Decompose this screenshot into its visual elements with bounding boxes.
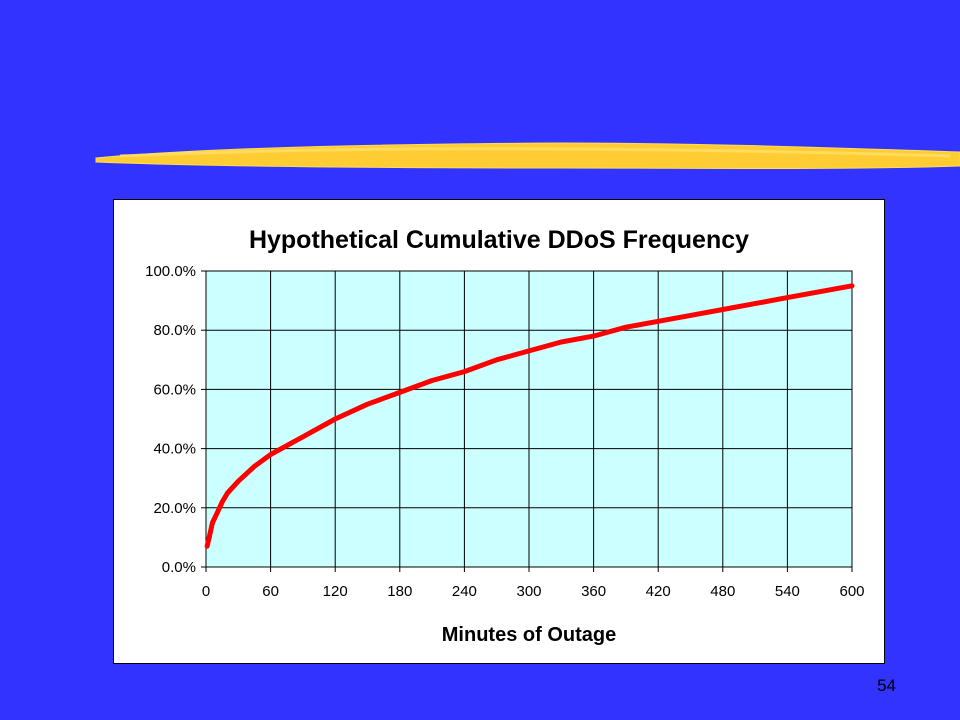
y-tick-label: 80.0% xyxy=(153,322,196,339)
x-axis-label: Minutes of Outage xyxy=(442,624,616,646)
y-tick-label: 40.0% xyxy=(153,441,196,458)
y-tick-label: 0.0% xyxy=(162,559,196,576)
y-tick-label: 60.0% xyxy=(153,381,196,398)
y-tick-label: 100.0% xyxy=(145,263,196,280)
chart-panel: 0.0% 20.0% 40.0% 60.0% 80.0% 100.0% 0 60 120 180… xyxy=(113,199,885,664)
x-tick-label: 0 xyxy=(202,583,210,600)
chart-title: Hypothetical Cumulative DDoS Frequency xyxy=(249,226,749,254)
brush-stroke-highlight xyxy=(119,147,951,158)
x-tick-label: 360 xyxy=(581,583,606,600)
brush-stroke xyxy=(95,142,960,169)
x-tick-label: 540 xyxy=(775,583,800,600)
y-tick-label: 20.0% xyxy=(153,500,196,517)
x-tick-label: 480 xyxy=(710,583,735,600)
x-tick-label: 600 xyxy=(839,583,864,600)
page-number: 54 xyxy=(877,676,896,695)
x-tick-label: 120 xyxy=(323,583,348,600)
x-tick-label: 300 xyxy=(516,583,541,600)
y-axis: 0.0% 20.0% 40.0% 60.0% 80.0% 100.0% xyxy=(145,263,206,576)
x-axis: 0 60 120 180 240 300 360 420 480 540 600 xyxy=(202,567,865,600)
series-line xyxy=(204,283,855,549)
x-tick-label: 240 xyxy=(452,583,477,600)
x-tick-label: 60 xyxy=(262,583,279,600)
x-tick-label: 420 xyxy=(646,583,671,600)
x-tick-label: 180 xyxy=(387,583,412,600)
chart: 0.0% 20.0% 40.0% 60.0% 80.0% 100.0% 0 60 120 180… xyxy=(145,226,865,646)
